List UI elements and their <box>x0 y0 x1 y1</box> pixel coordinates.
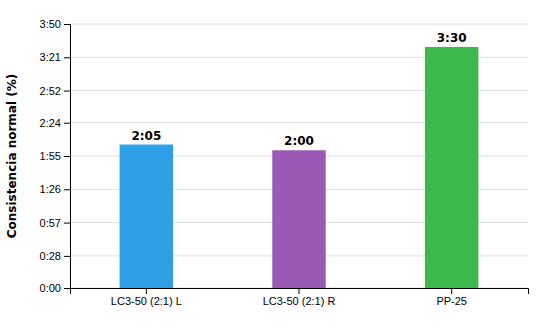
x-tick: LC3-50 (2:1) L <box>111 288 182 307</box>
data-label: 2:00 <box>284 134 314 148</box>
y-tick-mark <box>64 223 70 224</box>
chart: 2:05 2:00 3:30 0:00 0:28 0:57 1:26 1:55 2:24 2:52… <box>0 0 544 322</box>
x-tick-mark <box>299 288 300 294</box>
x-tick-mark <box>146 288 147 294</box>
y-tick: 2:52 <box>40 85 70 97</box>
y-tick-label: 1:55 <box>40 150 61 162</box>
y-axis: 0:00 0:28 0:57 1:26 1:55 2:24 2:52 3:21 3:50 <box>40 18 71 294</box>
y-tick-mark <box>64 123 70 124</box>
plot: 2:05 2:00 3:30 0:00 0:28 0:57 1:26 1:55 2:24 2:52… <box>40 18 529 307</box>
y-axis-title: Consistencia normal (%) <box>5 74 19 239</box>
y-tick-label: 3:21 <box>40 51 61 63</box>
data-labels: 2:05 2:00 3:30 <box>131 31 466 148</box>
data-label: 2:05 <box>131 129 161 143</box>
y-tick-mark <box>64 256 70 257</box>
y-tick: 0:28 <box>40 250 70 262</box>
y-tick-mark <box>64 24 70 25</box>
y-tick: 3:21 <box>40 51 70 63</box>
y-tick-mark <box>64 288 70 289</box>
y-tick-mark <box>64 156 70 157</box>
y-tick-label: 0:28 <box>40 250 61 262</box>
y-tick-label: 3:50 <box>40 18 61 30</box>
x-tick-mark <box>451 288 452 294</box>
y-tick-label: 1:26 <box>40 183 61 195</box>
y-tick-mark <box>64 189 70 190</box>
data-label: 3:30 <box>437 31 467 45</box>
grid-line <box>70 24 528 25</box>
y-tick-label: 0:00 <box>40 282 61 294</box>
y-tick: 1:55 <box>40 150 70 162</box>
bar <box>425 47 478 288</box>
grid <box>70 24 528 288</box>
y-tick-label: 0:57 <box>40 217 61 229</box>
y-tick: 0:00 <box>40 282 70 294</box>
y-tick-label: 2:24 <box>40 117 61 129</box>
x-tick-label: LC3-50 (2:1) R <box>263 295 336 307</box>
y-tick-mark <box>64 57 70 58</box>
x-axis-line <box>71 289 529 295</box>
bar <box>120 145 173 288</box>
x-axis: LC3-50 (2:1) L LC3-50 (2:1) R PP-25 <box>71 288 529 307</box>
x-tick-label: LC3-50 (2:1) L <box>111 295 182 307</box>
y-tick: 1:26 <box>40 183 70 195</box>
y-tick: 3:50 <box>40 18 70 30</box>
y-tick: 2:24 <box>40 117 70 129</box>
y-tick: 0:57 <box>40 217 70 229</box>
x-tick: LC3-50 (2:1) R <box>263 288 336 307</box>
y-axis-line <box>64 25 71 289</box>
bar <box>272 150 325 288</box>
x-tick: PP-25 <box>436 288 467 307</box>
x-tick-label: PP-25 <box>436 295 467 307</box>
bars <box>120 47 479 288</box>
y-tick-mark <box>64 91 70 92</box>
y-tick-label: 2:52 <box>40 85 61 97</box>
